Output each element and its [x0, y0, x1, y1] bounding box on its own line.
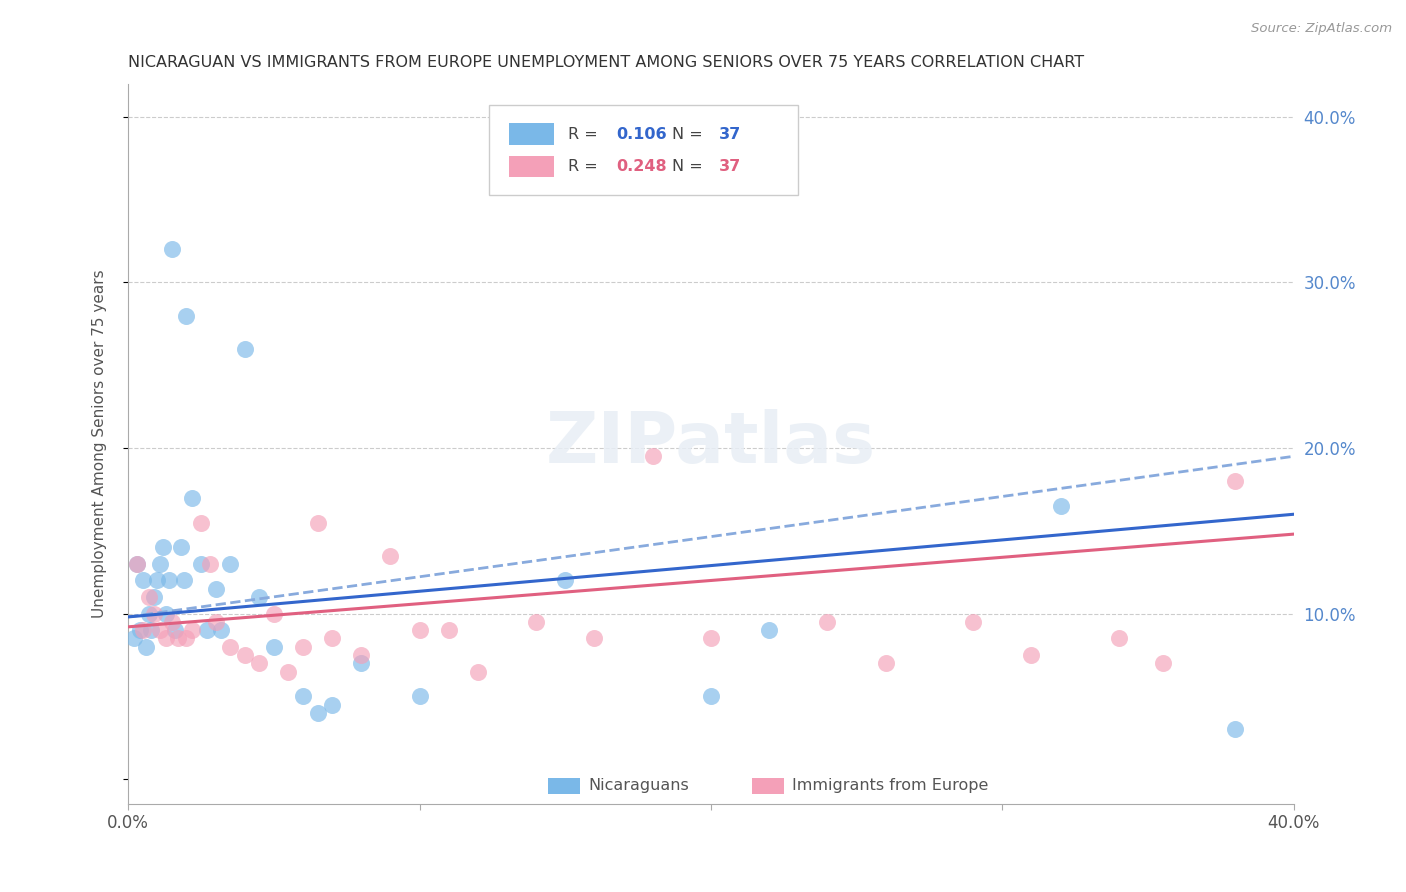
- Point: [277, 665, 299, 679]
- Bar: [752, 778, 785, 794]
- Point: [263, 607, 285, 621]
- Point: [181, 491, 204, 505]
- Point: [1021, 648, 1043, 662]
- Point: [247, 590, 270, 604]
- Point: [1152, 657, 1174, 671]
- Point: [122, 632, 145, 646]
- Point: [152, 541, 174, 555]
- Point: [204, 615, 226, 629]
- Point: [1225, 723, 1247, 737]
- Point: [138, 607, 160, 621]
- Text: Source: ZipAtlas.com: Source: ZipAtlas.com: [1251, 22, 1392, 36]
- Point: [233, 648, 256, 662]
- Point: [758, 623, 780, 637]
- Point: [160, 615, 183, 629]
- Text: Immigrants from Europe: Immigrants from Europe: [793, 779, 988, 794]
- Point: [190, 516, 212, 530]
- Point: [128, 623, 150, 637]
- Point: [166, 632, 188, 646]
- Point: [380, 549, 402, 563]
- Point: [157, 574, 180, 588]
- Point: [321, 632, 343, 646]
- Point: [143, 607, 166, 621]
- FancyBboxPatch shape: [489, 105, 799, 195]
- Point: [143, 590, 166, 604]
- Point: [176, 309, 198, 323]
- Text: R =: R =: [568, 127, 602, 142]
- Point: [173, 574, 195, 588]
- Point: [219, 640, 242, 654]
- Point: [307, 706, 329, 720]
- Point: [291, 690, 314, 704]
- Point: [524, 615, 547, 629]
- Text: 0.248: 0.248: [616, 159, 666, 174]
- Point: [641, 450, 664, 464]
- Y-axis label: Unemployment Among Seniors over 75 years: Unemployment Among Seniors over 75 years: [93, 269, 107, 618]
- Point: [155, 607, 177, 621]
- Point: [135, 640, 157, 654]
- Point: [700, 690, 723, 704]
- Point: [146, 574, 169, 588]
- Text: Nicaraguans: Nicaraguans: [589, 779, 689, 794]
- Point: [141, 623, 163, 637]
- Point: [169, 541, 191, 555]
- Point: [962, 615, 984, 629]
- Point: [176, 632, 198, 646]
- Point: [817, 615, 839, 629]
- Point: [350, 657, 373, 671]
- Point: [1225, 474, 1247, 488]
- Point: [321, 698, 343, 712]
- Bar: [509, 123, 554, 145]
- Text: N =: N =: [672, 127, 709, 142]
- Point: [149, 557, 172, 571]
- Point: [291, 640, 314, 654]
- Text: NICARAGUAN VS IMMIGRANTS FROM EUROPE UNEMPLOYMENT AMONG SENIORS OVER 75 YEARS CO: NICARAGUAN VS IMMIGRANTS FROM EUROPE UNE…: [128, 55, 1084, 70]
- Point: [125, 557, 148, 571]
- Point: [163, 623, 186, 637]
- Point: [132, 623, 155, 637]
- Point: [437, 623, 460, 637]
- Point: [209, 623, 232, 637]
- Point: [467, 665, 489, 679]
- Point: [198, 557, 221, 571]
- Bar: [548, 778, 581, 794]
- Point: [190, 557, 212, 571]
- Point: [233, 342, 256, 356]
- Point: [138, 590, 160, 604]
- Point: [263, 640, 285, 654]
- Text: 37: 37: [718, 159, 741, 174]
- Point: [307, 516, 329, 530]
- Point: [155, 632, 177, 646]
- Text: 37: 37: [718, 127, 741, 142]
- Point: [149, 623, 172, 637]
- Point: [219, 557, 242, 571]
- Point: [554, 574, 576, 588]
- Point: [1108, 632, 1130, 646]
- Point: [408, 690, 430, 704]
- Point: [204, 582, 226, 596]
- Point: [125, 557, 148, 571]
- Text: 0.106: 0.106: [616, 127, 666, 142]
- Point: [350, 648, 373, 662]
- Point: [583, 632, 606, 646]
- Text: ZIPatlas: ZIPatlas: [546, 409, 876, 478]
- Point: [160, 243, 183, 257]
- Point: [247, 657, 270, 671]
- Point: [181, 623, 204, 637]
- Text: R =: R =: [568, 159, 602, 174]
- Point: [1049, 499, 1071, 513]
- Point: [132, 574, 155, 588]
- Text: N =: N =: [672, 159, 709, 174]
- Point: [408, 623, 430, 637]
- Point: [875, 657, 897, 671]
- Bar: [509, 156, 554, 178]
- Point: [195, 623, 218, 637]
- Point: [700, 632, 723, 646]
